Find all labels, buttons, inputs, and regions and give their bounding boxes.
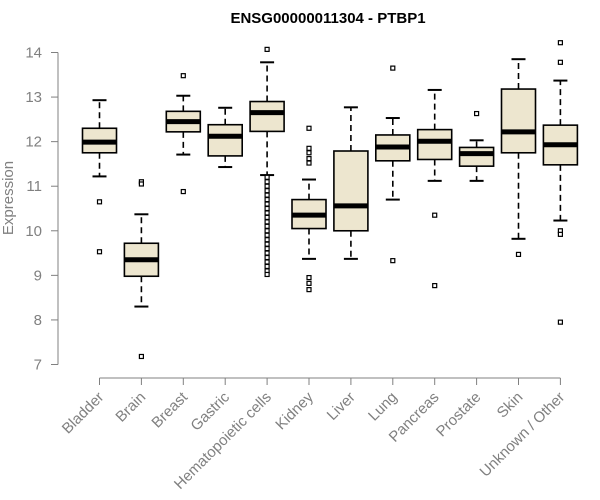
iqr-box: [416, 128, 453, 161]
outlier-point: [180, 73, 186, 79]
outlier-point: [264, 246, 270, 252]
outlier-point: [264, 250, 270, 256]
outlier-point: [138, 181, 144, 187]
outlier-point: [306, 287, 312, 293]
chart-title: ENSG00000011304 - PTBP1: [230, 10, 425, 27]
outlier-point: [138, 353, 144, 360]
outlier-point: [264, 259, 270, 265]
outlier-point: [264, 263, 270, 270]
outlier-point: [306, 150, 312, 156]
outlier-point: [180, 188, 186, 195]
outlier-point: [264, 46, 270, 52]
outlier-point: [264, 232, 270, 238]
outlier-point: [432, 212, 438, 218]
y-tick-label: 14: [25, 45, 42, 62]
outlier-point: [264, 183, 270, 189]
outlier-point: [96, 249, 103, 255]
outlier-point: [264, 174, 270, 180]
box-lung: [374, 65, 411, 264]
iqr-box: [333, 150, 369, 232]
outlier-point: [557, 231, 564, 237]
outlier-point: [306, 280, 312, 286]
box-unknown-other: [542, 40, 579, 325]
outlier-point: [557, 319, 564, 325]
outlier-point: [264, 241, 270, 247]
iqr-box: [207, 123, 243, 157]
outlier-point: [264, 223, 270, 229]
outlier-point: [264, 201, 270, 207]
outlier-point: [96, 199, 103, 205]
box-skin: [500, 58, 537, 258]
outlier-point: [264, 228, 270, 234]
x-tick-label: Bladder: [59, 389, 108, 438]
box-breast: [165, 73, 202, 195]
outlier-point: [264, 219, 270, 225]
box-bladder: [81, 99, 118, 255]
outlier-point: [390, 65, 396, 71]
outlier-point: [264, 210, 270, 216]
outlier-point: [432, 283, 438, 289]
box-hematopoietic-cells: [249, 46, 285, 278]
x-tick-label: Breast: [148, 388, 191, 431]
box-series: [81, 40, 579, 360]
outlier-point: [264, 254, 270, 261]
outlier-point: [306, 145, 312, 151]
outlier-point: [264, 214, 270, 221]
box-kidney: [291, 125, 327, 293]
outlier-point: [557, 40, 564, 46]
outlier-point: [306, 274, 312, 281]
box-prostate: [458, 110, 495, 182]
outlier-point: [306, 155, 312, 162]
x-tick-label: Skin: [494, 389, 527, 422]
outlier-point: [264, 205, 270, 212]
y-axis-label: Expression: [0, 161, 17, 235]
y-tick-label: 9: [34, 267, 42, 284]
x-tick-label: Kidney: [272, 388, 317, 433]
outlier-point: [474, 110, 480, 117]
x-tick-label: Prostate: [433, 389, 485, 441]
outlier-point: [264, 192, 270, 198]
outlier-point: [264, 196, 270, 203]
box-gastric: [207, 106, 243, 169]
y-tick-label: 8: [34, 312, 42, 329]
outlier-point: [390, 258, 396, 264]
iqr-box: [249, 100, 285, 133]
x-tick-label: Liver: [324, 389, 359, 424]
outlier-point: [515, 251, 522, 258]
x-tick-label: Lung: [365, 389, 401, 425]
iqr-box: [458, 146, 495, 167]
box-pancreas: [416, 88, 453, 289]
box-liver: [333, 106, 369, 260]
outlier-point: [306, 125, 312, 131]
outlier-point: [557, 59, 564, 65]
outlier-point: [306, 160, 312, 166]
y-tick-label: 10: [25, 223, 42, 240]
y-axis: 7 8 9 10 11 12 13 14: [25, 45, 59, 374]
outlier-point: [264, 179, 270, 185]
y-tick-label: 11: [26, 178, 42, 195]
x-tick-label: Brain: [112, 389, 149, 426]
box-brain: [123, 179, 160, 360]
y-tick-label: 12: [25, 134, 42, 151]
y-tick-label: 7: [34, 357, 42, 374]
outlier-point: [264, 188, 270, 194]
iqr-box: [500, 88, 537, 154]
outlier-point: [264, 271, 270, 278]
y-tick-label: 13: [25, 89, 42, 106]
outlier-point: [264, 237, 270, 243]
